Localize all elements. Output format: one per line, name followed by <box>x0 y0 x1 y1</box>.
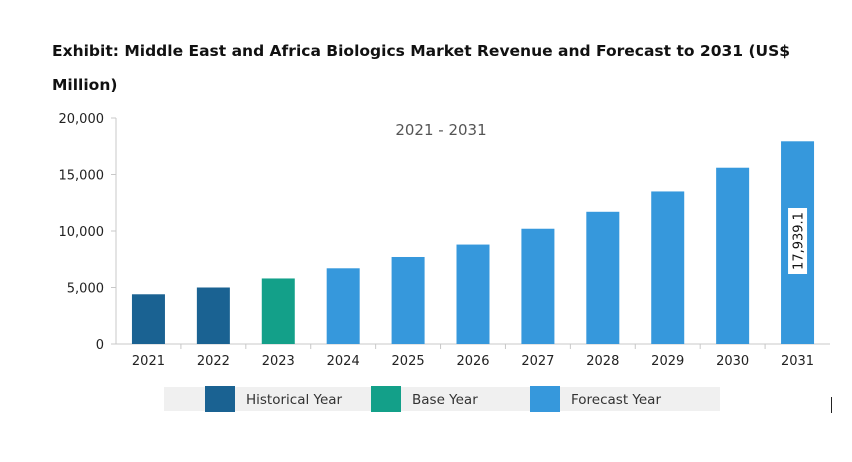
legend-swatch-historical <box>205 386 235 412</box>
x-tick-label: 2028 <box>586 354 619 369</box>
y-tick-label: 5,000 <box>67 282 104 297</box>
data-label-2031: 17,939.1 <box>788 208 808 274</box>
x-tick-label: 2024 <box>327 354 360 369</box>
bar-2027 <box>521 228 555 344</box>
bar-2029 <box>651 191 685 344</box>
chart-title: Exhibit: Middle East and Africa Biologic… <box>52 42 791 94</box>
x-tick-label: 2023 <box>262 354 295 369</box>
legend-label-base: Base Year <box>412 392 478 408</box>
x-tick-label: 2029 <box>651 354 684 369</box>
data-label-background <box>788 208 808 274</box>
bar-2022 <box>196 287 230 344</box>
x-tick-label: 2031 <box>781 354 814 369</box>
bar-2028 <box>586 211 620 344</box>
bar-2023 <box>261 278 295 344</box>
y-tick-label: 20,000 <box>59 112 105 127</box>
y-tick-label: 10,000 <box>59 225 105 240</box>
x-tick-label: 2027 <box>521 354 554 369</box>
bar-2024 <box>326 268 360 344</box>
x-tick-label: 2021 <box>132 354 165 369</box>
bar-2025 <box>391 256 425 344</box>
data-label-text: 17,939.1 <box>792 212 807 270</box>
x-tick-label: 2026 <box>456 354 489 369</box>
y-tick-label: 0 <box>96 338 104 353</box>
legend-swatch-forecast <box>530 386 560 412</box>
legend-label-historical: Historical Year <box>246 392 343 408</box>
x-tick-label: 2030 <box>716 354 749 369</box>
bar-2021 <box>131 294 165 344</box>
y-tick-label: 15,000 <box>59 169 105 184</box>
chart-subtitle: 2021 - 2031 <box>395 121 486 139</box>
x-tick-label: 2025 <box>392 354 425 369</box>
legend-swatch-base <box>371 386 401 412</box>
legend-label-forecast: Forecast Year <box>571 392 661 408</box>
bar-2030 <box>716 167 750 344</box>
legend-box <box>164 387 720 411</box>
x-tick-label: 2022 <box>197 354 230 369</box>
text-cursor <box>831 397 832 413</box>
bar-2026 <box>456 244 490 344</box>
